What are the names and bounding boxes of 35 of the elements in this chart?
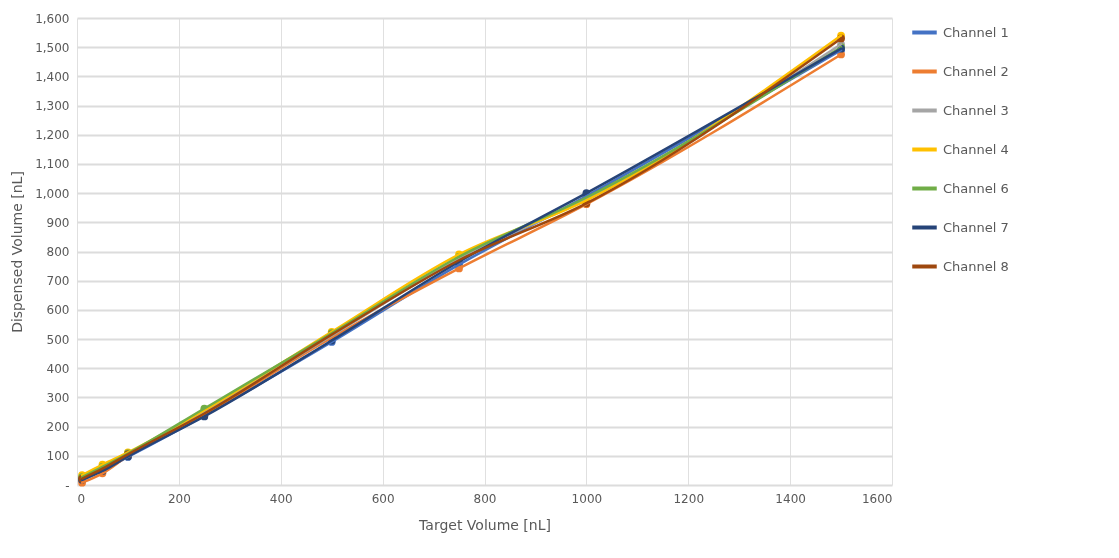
legend-label: Channel 4 (943, 141, 1009, 157)
y-tick-label: 300 (46, 390, 70, 405)
legend-label: Channel 3 (943, 102, 1009, 118)
y-tick-label: 1,400 (35, 69, 70, 84)
y-tick-label: 1,000 (35, 186, 70, 201)
y-tick-label: 800 (46, 245, 70, 259)
x-tick-label: 400 (269, 491, 293, 506)
y-tick-label: - (65, 478, 70, 493)
y-tick-label: 200 (46, 420, 70, 435)
x-tick-label: 0 (77, 491, 86, 506)
x-tick-label: 1000 (571, 491, 603, 506)
legend-label: Channel 6 (943, 180, 1009, 196)
y-tick-label: 100 (46, 449, 70, 464)
y-tick-label: 1,200 (35, 128, 70, 143)
y-tick-label: 900 (46, 215, 70, 230)
x-tick-label: 1400 (775, 491, 806, 506)
x-tick-label: 1200 (673, 491, 705, 506)
y-tick-label: 1,100 (35, 157, 70, 172)
legend-label: Channel 8 (943, 258, 1009, 274)
y-tick-label: 1,500 (35, 40, 70, 55)
x-tick-label: 600 (371, 491, 395, 506)
x-tick-label: 1600 (861, 491, 893, 506)
y-tick-label: 700 (46, 274, 70, 289)
x-axis-title: Target Volume [nL] (418, 516, 551, 533)
x-tick-label: 200 (167, 491, 191, 506)
y-tick-label: 400 (46, 361, 70, 376)
y-tick-label: 600 (46, 303, 70, 318)
legend-label: Channel 2 (943, 63, 1009, 79)
y-tick-label: 1,600 (35, 11, 70, 26)
y-tick-label: 1,300 (35, 99, 70, 114)
y-tick-label: 500 (46, 332, 70, 347)
legend-label: Channel 1 (943, 24, 1009, 40)
x-tick-label: 800 (473, 491, 497, 506)
legend-label: Channel 7 (943, 219, 1009, 235)
y-axis-title: Dispensed Volume [nL] (9, 171, 26, 333)
